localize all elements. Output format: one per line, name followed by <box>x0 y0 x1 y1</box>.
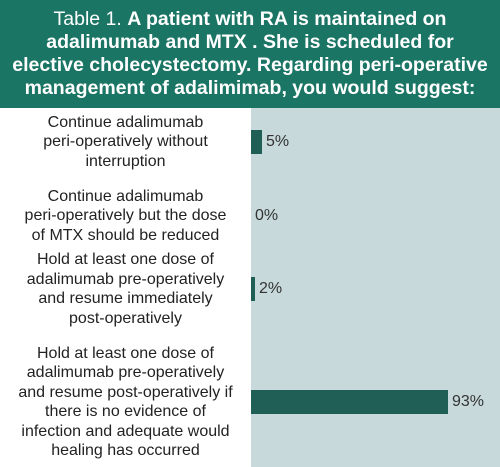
value-label-4: 93% <box>452 393 485 410</box>
table-label: Table 1. <box>53 8 122 30</box>
category-label-line: Continue adalimumab <box>47 113 204 131</box>
category-label-line: post-operatively <box>69 309 182 327</box>
category-label-line: there is no evidence of <box>45 403 206 420</box>
category-label-line: peri-operatively but the dose <box>24 207 227 225</box>
category-label-line: of MTX should be reduced <box>31 226 220 244</box>
category-label-4: Hold at least one dose of adalimumab pre-… <box>4 344 247 461</box>
category-label-1: Continue adalimumab peri-operatively with… <box>4 113 247 172</box>
category-label-line: adalimumab pre-operatively <box>26 270 225 288</box>
value-label-2: 0% <box>255 207 279 224</box>
category-label-3: Hold at least one dose of adalimumab pre-… <box>4 250 247 328</box>
category-label-line: adalimumab pre-operatively <box>26 364 225 381</box>
chart-plot-area <box>251 108 500 467</box>
category-label-line: Hold at least one dose of <box>36 251 214 268</box>
category-label-line: interruption <box>85 152 166 170</box>
bar-3 <box>251 277 255 301</box>
category-label-2: Continue adalimumab peri-operatively but … <box>4 187 247 246</box>
category-label-line: Hold at least one dose of <box>36 344 214 362</box>
table-header: Table 1. A patient with RA is maintained… <box>0 0 500 108</box>
category-label-line: and resume post-operatively if <box>18 383 233 401</box>
category-label-line: Continue adalimumab <box>47 187 204 205</box>
question-text: A patient with RA is maintained on adali… <box>12 8 488 99</box>
category-label-line: peri-operatively without <box>43 133 208 151</box>
category-label-line: healing has occurred <box>51 442 200 459</box>
value-label-3: 2% <box>259 280 283 297</box>
bar-1 <box>251 130 262 154</box>
bar-4 <box>251 390 448 414</box>
value-label-1: 5% <box>266 133 290 150</box>
bar-chart-svg <box>251 130 448 414</box>
category-label-line: infection and adequate would <box>21 422 230 440</box>
category-label-line: and resume immediately <box>38 290 213 307</box>
